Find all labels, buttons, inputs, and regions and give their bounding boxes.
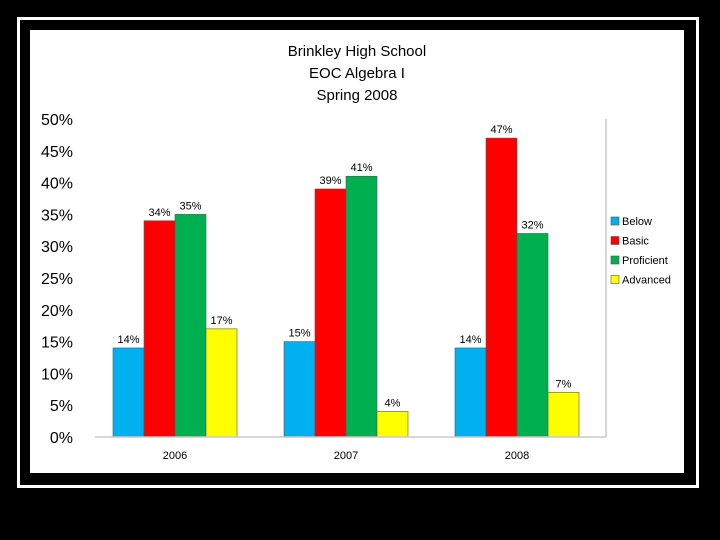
data-label-basic-2007: 39% xyxy=(319,175,341,187)
data-label-below-2007: 15% xyxy=(288,328,310,340)
chart-title-line-2: EOC Algebra I xyxy=(309,65,405,82)
data-label-proficient-2006: 35% xyxy=(179,200,201,212)
legend-label-basic: Basic xyxy=(622,236,649,248)
bar-below-2008 xyxy=(454,347,487,438)
x-tick-label-2008: 2008 xyxy=(505,450,529,462)
bar-series xyxy=(112,137,580,438)
data-label-basic-2006: 34% xyxy=(148,207,170,219)
y-tick-label: 45% xyxy=(41,144,73,161)
y-tick-label: 50% xyxy=(41,112,73,129)
y-tick-label: 0% xyxy=(50,430,73,447)
y-tick-label: 20% xyxy=(41,303,73,320)
y-tick-label: 30% xyxy=(41,239,73,256)
bar-data-labels: 14% 34% 35% 17% 15% 39% 41% 4% 14% 47% 32% 7% xyxy=(117,124,571,409)
data-label-advanced-2007: 4% xyxy=(385,398,401,410)
data-label-below-2008: 14% xyxy=(459,334,481,346)
legend-label-proficient: Proficient xyxy=(622,255,668,267)
legend-label-below: Below xyxy=(622,216,652,228)
bar-advanced-2007 xyxy=(376,411,409,438)
y-tick-label: 5% xyxy=(50,398,73,415)
bar-proficient-2007 xyxy=(345,175,378,438)
bar-basic-2007 xyxy=(314,188,347,438)
legend-swatch-proficient xyxy=(610,255,620,265)
x-tick-label-2007: 2007 xyxy=(334,450,358,462)
y-tick-label: 10% xyxy=(41,366,73,383)
legend: Below Basic Proficient Advanced xyxy=(610,216,671,287)
chart-title-line-1: Brinkley High School xyxy=(288,43,426,60)
chart-title-line-3: Spring 2008 xyxy=(317,87,398,104)
y-tick-label: 35% xyxy=(41,207,73,224)
y-axis-tick-labels: 0% 5% 10% 15% 20% 25% 30% 35% 40% 45% 50% xyxy=(41,112,73,447)
bar-below-2007 xyxy=(283,341,316,438)
x-tick-label-2006: 2006 xyxy=(163,450,187,462)
data-label-below-2006: 14% xyxy=(117,334,139,346)
bar-advanced-2006 xyxy=(205,328,238,438)
bar-basic-2008 xyxy=(485,137,518,438)
data-label-proficient-2008: 32% xyxy=(521,219,543,231)
bar-basic-2006 xyxy=(143,220,176,438)
x-axis-tick-labels: 2006 2007 2008 xyxy=(163,450,529,462)
legend-label-advanced: Advanced xyxy=(622,275,671,287)
legend-swatch-basic xyxy=(610,236,620,245)
data-label-proficient-2007: 41% xyxy=(350,162,372,174)
bar-proficient-2006 xyxy=(174,214,207,438)
bar-proficient-2008 xyxy=(516,233,549,438)
legend-swatch-below xyxy=(610,216,620,226)
y-tick-label: 40% xyxy=(41,176,73,193)
y-tick-label: 25% xyxy=(41,271,73,288)
data-label-advanced-2006: 17% xyxy=(210,315,232,327)
y-tick-label: 15% xyxy=(41,335,73,352)
bar-advanced-2008 xyxy=(547,392,580,438)
bar-below-2006 xyxy=(112,347,145,438)
data-label-advanced-2008: 7% xyxy=(556,378,572,390)
data-label-basic-2008: 47% xyxy=(490,124,512,136)
legend-swatch-advanced xyxy=(610,275,620,284)
